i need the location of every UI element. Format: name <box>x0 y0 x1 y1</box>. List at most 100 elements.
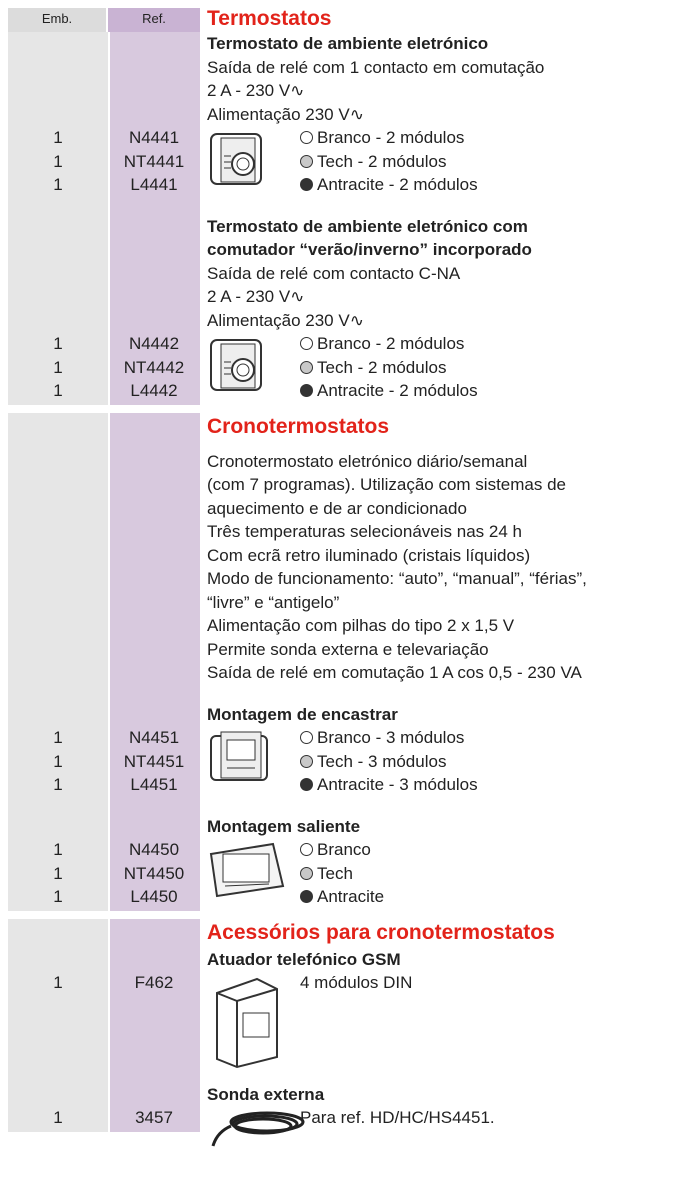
finish-dot <box>300 178 313 191</box>
content-cell: Cronotermostato eletrónico diário/semana… <box>200 450 697 474</box>
reference: L4451 <box>130 775 178 794</box>
section-title: Acessórios para cronotermostatos <box>207 920 555 944</box>
ref-cell <box>108 262 200 286</box>
row: 1 3457 Para ref. HD/HC/HS4451. <box>8 1106 697 1147</box>
row: Emb. Ref. Termostatos <box>8 8 697 32</box>
finish-dot <box>300 754 313 768</box>
ref-cell <box>108 56 200 80</box>
item-description: Branco - 2 módulos <box>317 334 465 353</box>
emb-cell <box>8 567 108 591</box>
content-cell: 2 A - 230 V∿ <box>200 79 697 103</box>
ref-cell <box>108 520 200 544</box>
emb-cell: 1 <box>8 971 108 995</box>
emb-cell: 1 <box>8 332 108 356</box>
product-image <box>207 1108 317 1155</box>
emb-cell <box>8 32 108 56</box>
content-cell: Termostato de ambiente eletrónico <box>200 32 697 56</box>
emb-cell <box>8 309 108 333</box>
spacer <box>8 197 697 215</box>
product-image <box>207 128 269 197</box>
ref-cell <box>108 285 200 309</box>
reference: L4450 <box>130 887 178 906</box>
group-heading: Montagem saliente <box>207 816 361 836</box>
description-line: aquecimento e de ar condicionado <box>207 498 467 518</box>
row: Saída de relé em comutação 1 A cos 0,5 -… <box>8 661 697 685</box>
content-cell: 4 módulos DIN <box>200 971 697 1069</box>
ref-cell: F462 <box>108 971 200 995</box>
content-cell: Antracite - 2 módulos <box>200 173 697 197</box>
content-cell: Saída de relé com contacto C-NA <box>200 262 697 286</box>
emb-cell: 1 <box>8 126 108 150</box>
item-description: Antracite - 3 módulos <box>317 775 478 794</box>
emb-cell <box>8 614 108 638</box>
ref-header: Ref. <box>142 11 166 26</box>
finish-dot <box>300 890 313 903</box>
content-cell: Tech - 2 módulos <box>200 356 697 380</box>
emb-cell: 1 <box>8 773 108 797</box>
section: Acessórios para cronotermostatos Atuador … <box>8 918 697 1147</box>
content-cell: Montagem saliente <box>200 815 697 839</box>
row: 2 A - 230 V∿ <box>8 79 697 103</box>
row: 1 N4441 Branco - 2 módulos <box>8 126 697 185</box>
row: comutador “verão/inverno” incorporado <box>8 238 697 262</box>
emb-cell: 1 <box>8 173 108 197</box>
row: Modo de funcionamento: “auto”, “manual”,… <box>8 567 697 591</box>
pack-quantity: 1 <box>53 1108 63 1127</box>
row: Saída de relé com 1 contacto em comutaçã… <box>8 56 697 80</box>
spacer <box>8 1065 697 1083</box>
ref-cell <box>108 544 200 568</box>
ref-cell <box>108 567 200 591</box>
ref-cell <box>108 103 200 127</box>
item-description: Branco <box>317 840 371 859</box>
section: Termostato de ambiente eletrónico Saída d… <box>8 32 697 405</box>
pack-quantity: 1 <box>53 840 63 859</box>
description-line: “livre” e “antigelo” <box>207 592 340 612</box>
emb-cell <box>8 815 108 839</box>
finish-dot <box>300 154 313 168</box>
reference: NT4450 <box>123 863 185 883</box>
ref-cell <box>108 703 200 727</box>
pack-quantity: 1 <box>53 887 63 906</box>
reference: L4442 <box>130 381 178 400</box>
item-description: Para ref. HD/HC/HS4451. <box>300 1108 495 1127</box>
ref-cell <box>108 215 200 239</box>
content-cell: Alimentação com pilhas do tipo 2 x 1,5 V <box>200 614 697 638</box>
content-cell: Sonda externa <box>200 1083 697 1107</box>
row: 1 N4451 Branco - 3 módulos <box>8 726 697 781</box>
content-cell: Branco - 3 módulos <box>200 726 697 781</box>
group-heading: Sonda externa <box>207 1084 325 1104</box>
section-title: Cronotermostatos <box>207 414 390 438</box>
content-cell: Permite sonda externa e televariação <box>200 638 697 662</box>
description-line: Permite sonda externa e televariação <box>207 639 489 659</box>
content-cell: Para ref. HD/HC/HS4451. <box>200 1106 697 1147</box>
row: Montagem de encastrar <box>8 703 697 727</box>
item-description: Tech - 2 módulos <box>317 151 447 171</box>
row: Cronotermostatos <box>8 413 697 442</box>
item-description: Tech - 3 módulos <box>317 751 447 771</box>
item-description: Tech - 2 módulos <box>317 357 447 377</box>
content-cell: Antracite - 3 módulos <box>200 773 697 797</box>
content-cell: Alimentação 230 V∿ <box>200 309 697 333</box>
content-cell: 2 A - 230 V∿ <box>200 285 697 309</box>
finish-dot <box>300 360 313 374</box>
content-cell: “livre” e “antigelo” <box>200 591 697 615</box>
content-cell: Com ecrã retro iluminado (cristais líqui… <box>200 544 697 568</box>
spacer <box>8 995 697 1065</box>
emb-cell: 1 <box>8 750 108 774</box>
ref-cell: 3457 <box>108 1106 200 1130</box>
finish-dot <box>300 384 313 397</box>
finish-dot <box>300 731 313 744</box>
reference: N4451 <box>128 728 180 747</box>
row: 1 L4442 Antracite - 2 módulos <box>8 379 697 403</box>
section: Cronotermostatos Cronotermostato eletróni… <box>8 412 697 911</box>
row: Alimentação com pilhas do tipo 2 x 1,5 V <box>8 614 697 638</box>
emb-cell <box>8 591 108 615</box>
emb-cell <box>8 638 108 662</box>
content-cell: Tech - 2 módulos <box>200 150 697 174</box>
ref-cell: N4451 <box>108 726 200 750</box>
ref-cell: NT4441 <box>108 150 200 174</box>
ref-cell <box>108 413 200 442</box>
content-cell: Antracite - 2 módulos <box>200 379 697 403</box>
emb-cell <box>8 1083 108 1107</box>
spacer <box>8 685 697 703</box>
